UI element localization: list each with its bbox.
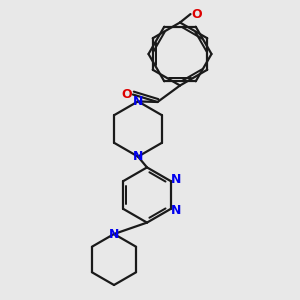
Text: N: N bbox=[109, 227, 119, 241]
Text: N: N bbox=[133, 95, 143, 108]
Text: N: N bbox=[133, 150, 143, 163]
Text: O: O bbox=[121, 88, 132, 101]
Text: N: N bbox=[171, 173, 181, 186]
Text: N: N bbox=[171, 204, 181, 217]
Text: O: O bbox=[192, 8, 203, 21]
